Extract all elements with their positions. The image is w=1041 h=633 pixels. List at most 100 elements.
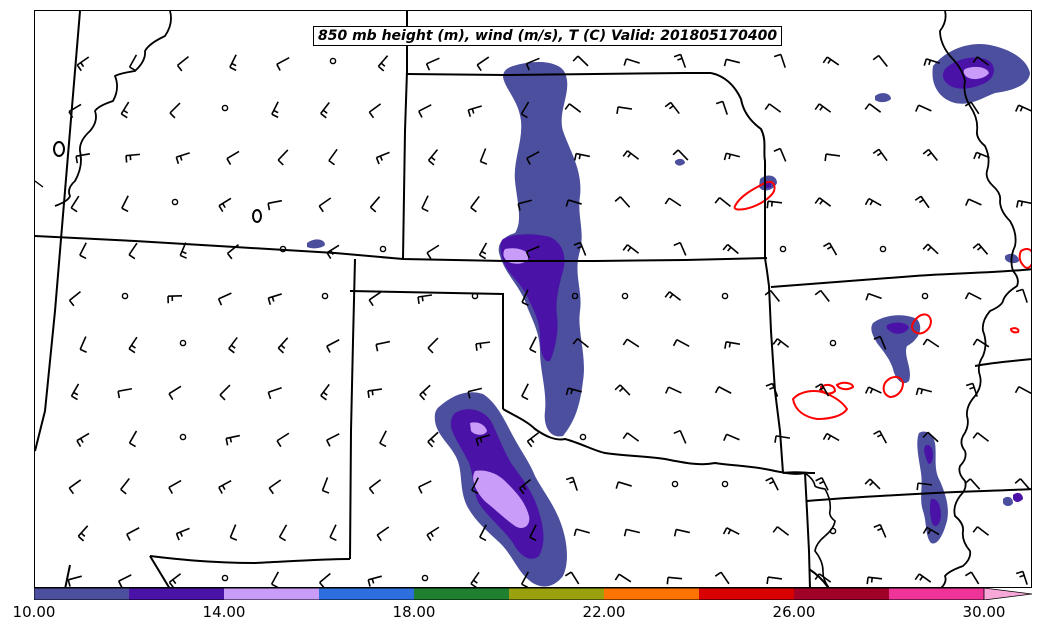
wind-barb-flag — [664, 197, 670, 205]
wind-barb-staff — [768, 103, 782, 113]
wind-barb — [276, 432, 290, 448]
wind-barb — [475, 434, 490, 446]
wind-barb-staff — [417, 294, 433, 298]
wind-barb-flag — [573, 528, 578, 537]
wind-barb — [973, 151, 990, 160]
wind-barb — [320, 383, 330, 401]
wind-barb-staff — [427, 337, 439, 349]
wind-barb-staff — [769, 290, 781, 302]
wind-barb-flag — [318, 205, 324, 213]
state-boundary — [804, 472, 811, 587]
wind-barb-flag — [471, 108, 475, 114]
wind-barb-staff — [321, 477, 329, 491]
wind-barb-staff — [727, 243, 739, 255]
state-boundary — [349, 258, 356, 560]
wind-barb — [476, 56, 490, 72]
wind-barb — [814, 289, 830, 303]
wind-barb-staff — [169, 102, 181, 114]
wind-barb — [128, 54, 138, 72]
wind-barb-staff — [229, 54, 237, 68]
wind-barb-flag — [367, 579, 371, 587]
wind-barb — [128, 336, 138, 354]
wind-barb-staff — [470, 571, 480, 585]
wind-barb — [765, 477, 779, 491]
wind-barb — [764, 289, 781, 302]
wind-barb — [471, 477, 479, 495]
wind-barb-flag — [814, 197, 821, 204]
wind-barb-flag — [673, 429, 681, 435]
wind-barb — [76, 432, 90, 447]
wind-barb-staff — [519, 478, 531, 490]
wind-barb — [814, 573, 832, 583]
wind-barb — [972, 432, 990, 442]
wind-barb — [229, 54, 237, 72]
wind-barb-flag — [714, 571, 722, 577]
wind-barb-flag — [577, 245, 583, 249]
wind-barb-staff — [577, 337, 589, 349]
wind-barb-staff — [218, 292, 232, 300]
wind-barb-flag — [322, 109, 328, 114]
wind-barb-staff — [479, 524, 487, 538]
wind-barb — [467, 105, 482, 117]
wind-barb-staff — [79, 242, 87, 256]
wind-barb-staff — [879, 336, 887, 350]
wind-barb-staff — [68, 103, 82, 113]
wind-barb-staff — [626, 338, 640, 348]
wind-barb — [573, 152, 591, 161]
wind-barb-staff — [278, 524, 288, 538]
wind-barb — [823, 242, 838, 256]
wind-barb-flag — [1014, 386, 1020, 394]
wind-barb-staff — [677, 149, 689, 161]
wind-barb — [326, 433, 340, 447]
wind-barb-flag — [128, 348, 136, 354]
wind-barb-flag — [672, 339, 678, 347]
wind-barb-flag — [673, 529, 677, 537]
wind-barb-flag — [615, 481, 620, 489]
wind-barb-flag — [475, 438, 480, 446]
wind-barb-staff — [176, 152, 190, 158]
wind-barb-staff — [968, 198, 982, 206]
calm-wind-circle — [321, 292, 329, 300]
wind-barb-staff — [270, 571, 280, 585]
wind-barb — [521, 383, 529, 401]
wind-barb — [864, 103, 882, 113]
wind-barb-staff — [869, 478, 881, 490]
wind-barb — [914, 195, 930, 209]
wind-barb-flag — [564, 571, 572, 577]
wind-barb — [872, 148, 888, 162]
wind-barb-flag — [922, 243, 929, 250]
state-boundary — [35, 11, 81, 452]
wind-barb — [179, 242, 187, 259]
wind-barb-staff — [376, 526, 390, 536]
state-boundary — [402, 11, 408, 260]
wind-barb-flag — [827, 58, 832, 64]
wind-barb-flag — [120, 488, 127, 495]
wind-barb — [623, 58, 640, 66]
wind-barb-staff — [128, 430, 138, 444]
wind-barb-staff — [927, 431, 939, 443]
wind-barb-flag — [328, 160, 336, 166]
wind-barb-flag — [121, 207, 129, 213]
wind-barb-flag — [471, 489, 479, 495]
wind-barb-flag — [277, 159, 284, 166]
wind-barb-staff — [326, 244, 340, 254]
wind-barb-staff — [577, 55, 589, 67]
wind-barb-staff — [168, 573, 182, 583]
wind-barb-flag — [773, 147, 781, 152]
wind-barb-flag — [417, 296, 420, 305]
wind-barb-flag — [977, 153, 982, 159]
wind-barb-flag — [622, 244, 629, 251]
wind-barb-staff — [618, 573, 632, 583]
wind-barb-staff — [75, 153, 91, 157]
colorbar-segment — [34, 588, 129, 600]
wind-barb-flag — [872, 148, 880, 155]
river-south — [804, 472, 836, 587]
wind-barb — [564, 103, 582, 113]
wind-barb-flag — [168, 393, 174, 401]
wind-barb-staff — [368, 479, 382, 489]
wind-barb — [915, 387, 932, 396]
colorbar-tick-label: 30.00 — [962, 603, 1006, 621]
wind-barb-flag — [125, 155, 128, 163]
wind-barb-flag — [623, 58, 628, 66]
wind-barb-staff — [868, 197, 882, 207]
